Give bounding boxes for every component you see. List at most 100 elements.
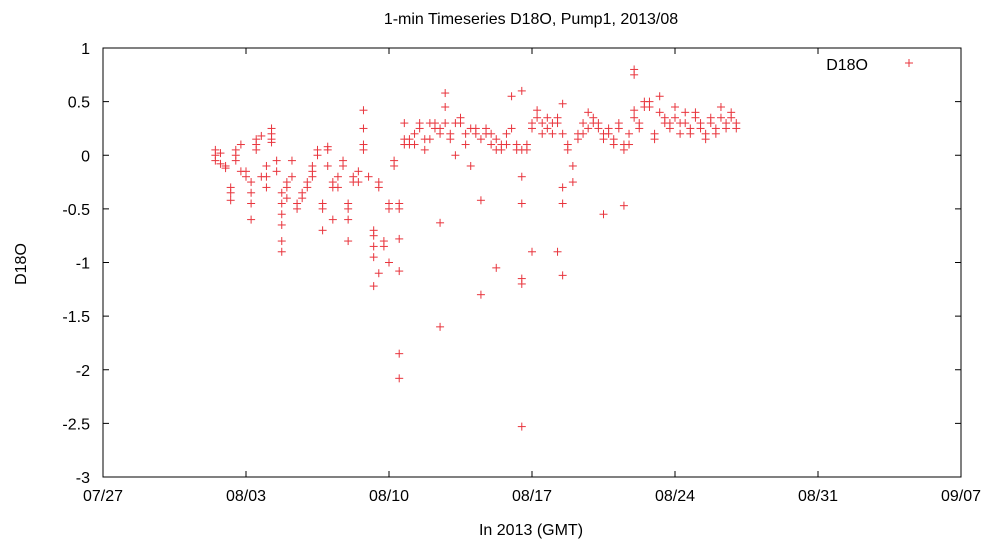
data-point xyxy=(558,129,567,138)
data-point xyxy=(584,124,593,133)
data-point xyxy=(497,145,506,154)
data-point xyxy=(344,237,353,246)
data-point xyxy=(599,210,608,219)
y-tick-label: -1 xyxy=(76,256,90,273)
data-point xyxy=(604,129,613,138)
data-point xyxy=(242,172,250,181)
legend-marker xyxy=(905,59,913,67)
data-point xyxy=(359,106,368,115)
data-point xyxy=(558,271,567,280)
y-tick-label: 0 xyxy=(81,148,90,165)
data-point xyxy=(671,113,679,122)
data-point xyxy=(533,113,542,122)
data-point xyxy=(441,102,450,111)
data-point xyxy=(415,124,424,133)
data-point xyxy=(451,151,460,160)
data-point xyxy=(599,135,608,144)
data-point xyxy=(395,374,404,383)
data-point xyxy=(262,161,271,170)
x-tick-label: 07/27 xyxy=(83,488,123,505)
data-point xyxy=(395,267,404,276)
data-point xyxy=(369,282,378,291)
data-point xyxy=(247,188,256,197)
data-point xyxy=(282,183,291,192)
data-point xyxy=(476,290,485,299)
data-point xyxy=(282,194,291,203)
data-point xyxy=(686,129,695,138)
x-tick-label: 09/07 xyxy=(941,488,981,505)
data-point xyxy=(374,183,383,192)
data-point xyxy=(277,210,286,219)
data-point xyxy=(303,183,312,192)
data-point xyxy=(594,124,603,133)
data-point xyxy=(298,194,307,203)
data-point xyxy=(277,199,286,208)
data-point xyxy=(538,129,547,138)
data-point xyxy=(277,220,286,229)
data-point xyxy=(625,140,634,149)
x-tick-label: 08/17 xyxy=(512,488,552,505)
data-point xyxy=(696,124,705,133)
data-point xyxy=(609,140,618,149)
y-axis-label: D18O xyxy=(13,243,30,285)
data-point xyxy=(466,161,475,170)
y-tick-label: 1 xyxy=(81,41,90,58)
data-point xyxy=(558,183,567,192)
data-point xyxy=(517,172,526,181)
data-point xyxy=(287,172,296,181)
data-point xyxy=(584,108,593,117)
data-point xyxy=(436,124,445,133)
data-point xyxy=(487,129,496,138)
data-point xyxy=(471,129,480,138)
x-tick-label: 08/31 xyxy=(798,488,838,505)
data-point xyxy=(671,102,679,111)
data-point xyxy=(364,172,373,181)
data-points xyxy=(211,65,741,431)
data-point xyxy=(318,226,327,235)
data-point xyxy=(553,119,562,128)
data-point xyxy=(257,131,266,140)
data-point xyxy=(247,215,256,224)
data-point xyxy=(522,145,531,154)
data-point xyxy=(277,247,286,256)
data-point xyxy=(369,231,378,240)
data-point xyxy=(216,149,225,158)
chart-title: 1-min Timeseries D18O, Pump1, 2013/08 xyxy=(384,11,678,28)
data-point xyxy=(568,178,577,187)
x-tick-label: 08/03 xyxy=(226,488,266,505)
data-point xyxy=(441,89,450,98)
data-point xyxy=(543,124,552,133)
data-point xyxy=(323,161,332,170)
data-point xyxy=(390,161,399,170)
data-point xyxy=(262,183,271,192)
data-point xyxy=(267,138,276,147)
y-tick-label: -0.5 xyxy=(62,202,90,219)
legend: D18O xyxy=(826,57,913,74)
data-point xyxy=(517,279,526,288)
data-point xyxy=(369,242,378,251)
data-point xyxy=(528,124,536,133)
data-point xyxy=(492,135,501,144)
data-point xyxy=(635,124,644,133)
y-tick-label: -3 xyxy=(76,470,90,487)
data-point xyxy=(691,108,700,117)
data-point xyxy=(681,108,690,117)
data-point xyxy=(655,92,664,101)
data-point xyxy=(614,124,623,133)
data-point xyxy=(655,108,664,117)
data-point xyxy=(619,145,628,154)
data-point xyxy=(645,102,654,111)
data-point xyxy=(507,92,516,101)
data-point xyxy=(706,113,715,122)
data-point xyxy=(247,178,256,187)
data-point xyxy=(625,129,634,138)
data-point xyxy=(410,129,419,138)
data-point xyxy=(369,253,378,262)
data-point xyxy=(287,156,296,165)
legend-marker-symbol xyxy=(905,59,913,67)
data-point xyxy=(716,102,725,111)
data-point xyxy=(711,129,720,138)
data-point xyxy=(579,129,588,138)
data-point xyxy=(379,242,388,251)
